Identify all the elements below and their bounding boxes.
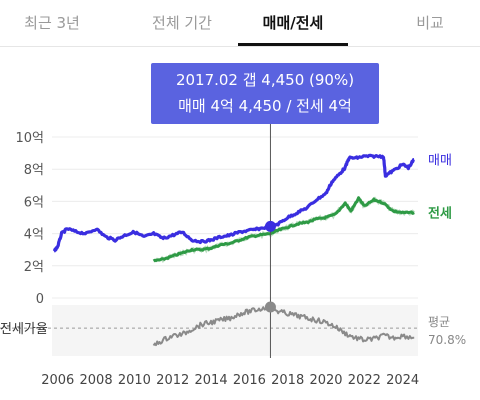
tab-recent-3-years[interactable]: 최근 3년 xyxy=(24,14,80,32)
highlight-point-ratio xyxy=(264,301,276,313)
x-tick-label: 2024 xyxy=(386,373,419,388)
series-line-sale xyxy=(52,153,415,253)
legend-label-sale: 매매 xyxy=(428,154,452,169)
tab-compare[interactable]: 비교 xyxy=(416,14,444,32)
tooltip: 2017.02 갭 4,450 (90%) 매매 4억 4,450 / 전세 4… xyxy=(151,63,379,124)
ratio-panel-background xyxy=(52,305,418,356)
x-tick-label: 2010 xyxy=(118,373,151,388)
x-tick-label: 2016 xyxy=(233,373,266,388)
legend-label-jeonse: 전세 xyxy=(428,206,452,222)
y-tick-label: 4억 xyxy=(24,228,44,243)
y-tick-label: 8억 xyxy=(24,163,44,178)
average-label: 평균 xyxy=(428,315,450,329)
x-tick-label: 2006 xyxy=(41,373,74,388)
average-value: 70.8% xyxy=(428,333,466,347)
y-tick-label: 2억 xyxy=(24,260,44,275)
x-tick-label: 2014 xyxy=(195,373,228,388)
tab-bar: 최근 3년 전체 기간 매매/전세 비교 xyxy=(0,0,480,47)
tooltip-line-gap: 2017.02 갭 4,450 (90%) xyxy=(175,71,355,89)
highlight-point-sale xyxy=(264,220,276,232)
x-tick-label: 2020 xyxy=(309,373,342,388)
tab-sale-jeonse[interactable]: 매매/전세 xyxy=(262,14,324,32)
tooltip-line-prices: 매매 4억 4,450 / 전세 4억 xyxy=(178,97,352,115)
x-tick-label: 2018 xyxy=(271,373,304,388)
x-tick-label: 2012 xyxy=(156,373,189,388)
ratio-panel-label: 전세가율 xyxy=(0,322,48,337)
series-line-ratio xyxy=(152,304,415,347)
tab-full-period[interactable]: 전체 기간 xyxy=(152,14,212,32)
y-tick-label: 0 xyxy=(36,292,44,307)
y-tick-label: 6억 xyxy=(24,195,44,210)
y-tick-label: 10억 xyxy=(15,131,44,146)
series-line-jeonse xyxy=(152,196,415,263)
x-tick-label: 2022 xyxy=(348,373,381,388)
active-tab-underline xyxy=(238,43,348,46)
x-tick-label: 2008 xyxy=(80,373,113,388)
